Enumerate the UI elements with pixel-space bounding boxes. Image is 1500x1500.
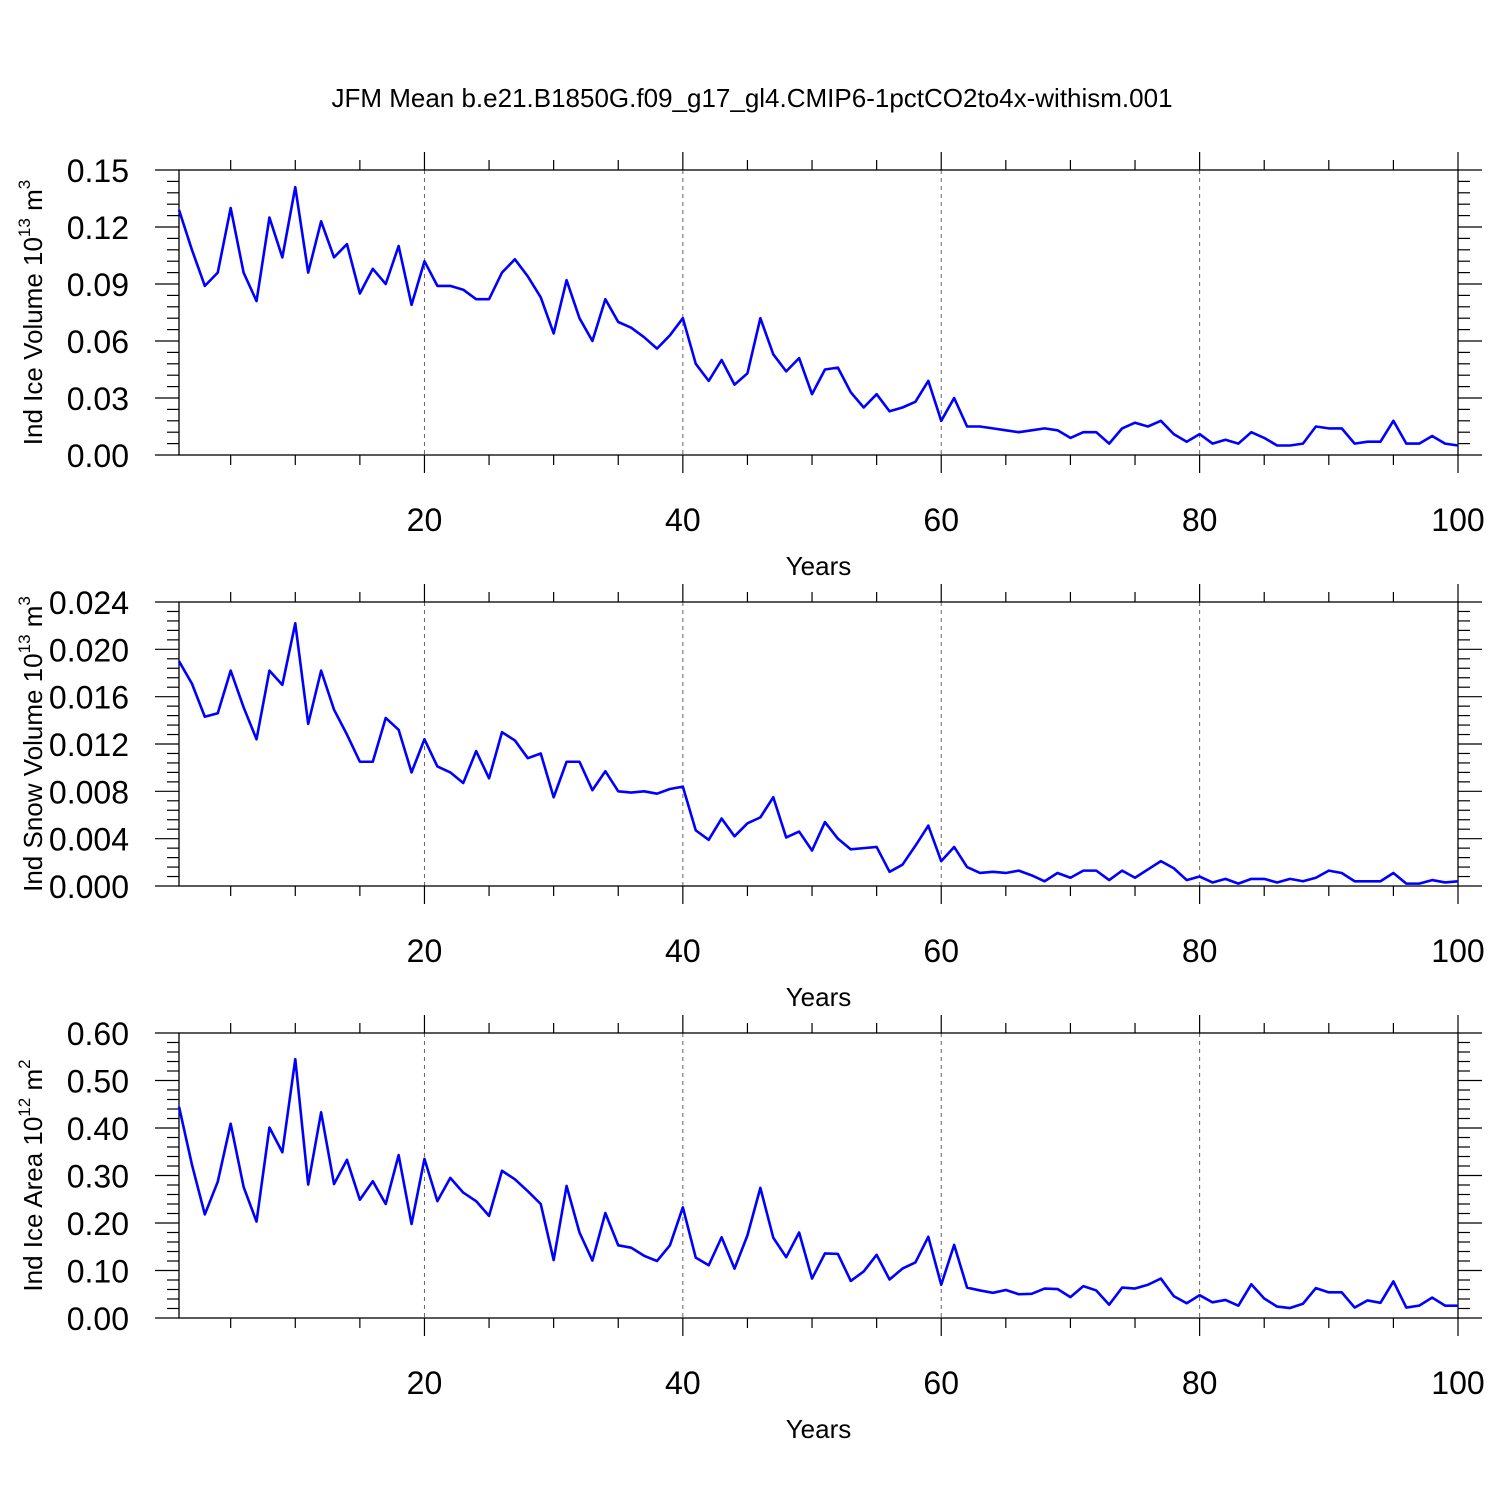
series-line-ice-volume — [177, 185, 1459, 447]
y-tick-label: 0.012 — [49, 727, 129, 763]
x-tick-label: 40 — [665, 1365, 701, 1401]
x-axis-title: Years — [786, 982, 852, 1012]
y-tick-label: 0.30 — [67, 1159, 129, 1195]
series-line-snow-volume — [177, 621, 1459, 885]
chart-title: JFM Mean b.e21.B1850G.f09_g17_gl4.CMIP6-… — [331, 83, 1172, 113]
y-tick-label: 0.004 — [49, 822, 129, 858]
y-tick-label: 0.20 — [67, 1206, 129, 1242]
y-tick-label: 0.03 — [67, 381, 129, 417]
y-tick-label: 0.00 — [67, 438, 129, 474]
x-tick-label: 40 — [665, 933, 701, 969]
y-tick-label: 0.016 — [49, 680, 129, 716]
y-axis-title: Ind Ice Volume 1013 m3 — [15, 180, 48, 445]
x-axis-title: Years — [786, 1414, 852, 1444]
y-tick-label: 0.008 — [49, 774, 129, 810]
y-tick-label: 0.60 — [67, 1016, 129, 1052]
y-tick-label: 0.024 — [49, 585, 129, 621]
x-tick-label: 20 — [407, 933, 443, 969]
y-axis-title: Ind Ice Area 1012 m2 — [15, 1059, 48, 1291]
panel-ice-area: 20 40 60 80 100 0.00 0.10 0.20 0.30 0.40 0.50 0.60 Y… — [15, 1015, 1485, 1444]
x-tick-label: 100 — [1431, 1365, 1484, 1401]
x-tick-label: 60 — [923, 1365, 959, 1401]
x-tick-label: 60 — [923, 933, 959, 969]
x-tick-label: 40 — [665, 502, 701, 538]
y-axis-title: Ind Snow Volume 1013 m3 — [15, 596, 48, 892]
panel-ice-volume: 20 40 60 80 100 0.00 0.03 0.06 0.09 0.12 0.15 Years… — [15, 152, 1485, 581]
y-tick-label: 0.40 — [67, 1111, 129, 1147]
y-tick-label: 0.09 — [67, 267, 129, 303]
plot-frame — [178, 1032, 1459, 1319]
y-tick-label: 0.15 — [67, 153, 129, 189]
x-tick-label: 20 — [407, 1365, 443, 1401]
y-tick-label: 0.06 — [67, 324, 129, 360]
y-tick-label: 0.12 — [67, 210, 129, 246]
y-tick-label: 0.000 — [49, 869, 129, 905]
y-tick-label: 0.00 — [67, 1301, 129, 1337]
x-tick-label: 60 — [923, 502, 959, 538]
x-tick-label: 80 — [1182, 502, 1218, 538]
y-tick-label: 0.020 — [49, 632, 129, 668]
x-tick-label: 100 — [1431, 502, 1484, 538]
x-axis-title: Years — [786, 551, 852, 581]
panel-snow-volume: 20 40 60 80 100 0.000 0.004 0.008 0.012 0.016 0.02… — [15, 584, 1485, 1012]
plot-frame — [178, 601, 1459, 887]
x-tick-label: 100 — [1431, 933, 1484, 969]
y-tick-label: 0.50 — [67, 1064, 129, 1100]
plot-frame — [178, 169, 1459, 456]
y-tick-label: 0.10 — [67, 1254, 129, 1290]
x-tick-label: 20 — [407, 502, 443, 538]
x-tick-label: 80 — [1182, 933, 1218, 969]
panels: 20 40 60 80 100 0.00 0.03 0.06 0.09 0.12 0.15 Years… — [15, 152, 1485, 1444]
series-line-ice-area — [177, 1057, 1458, 1310]
x-tick-label: 80 — [1182, 1365, 1218, 1401]
